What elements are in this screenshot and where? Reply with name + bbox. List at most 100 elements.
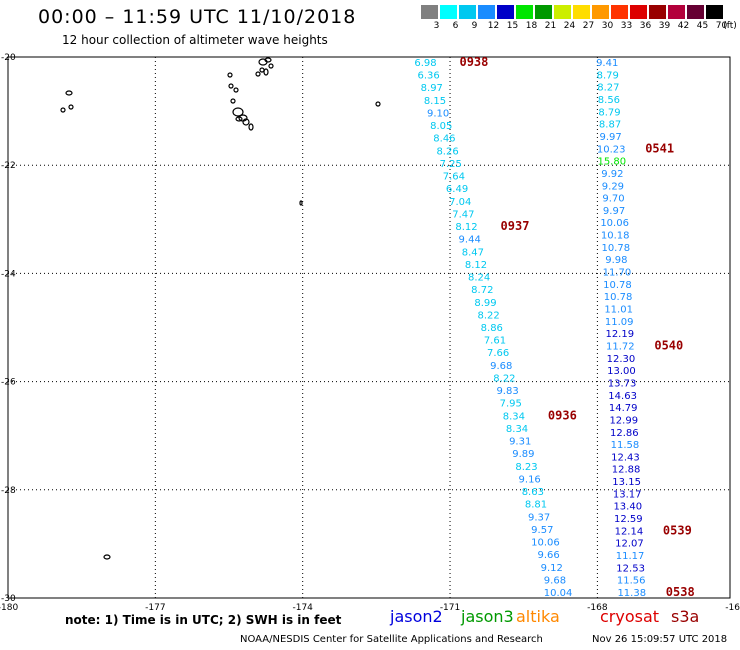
wave-height-value: 9.44 [459,235,481,246]
scale-swatch-18 [516,5,533,19]
scale-label-3: 3 [433,21,440,31]
wave-height-value: 15.80 [597,157,626,168]
scale-swatch-21 [535,5,552,19]
island-outline [65,90,73,96]
island-outline [233,87,239,93]
wave-height-value: 8.47 [462,247,484,258]
wave-height-value: 12.43 [611,452,640,463]
satellite-jason3: jason3 [461,607,514,626]
wave-height-value: 6.98 [414,58,436,69]
lat-label: -22 [1,161,16,171]
wave-height-value: 9.12 [541,563,563,574]
island-outline [268,63,274,69]
island-outline [299,200,303,206]
scale-label-12: 12 [487,21,500,31]
island-outline [230,98,236,104]
wave-height-value: 11.09 [605,317,634,328]
wave-height-value: 11.72 [606,341,635,352]
lon-label: -177 [145,603,165,613]
wave-height-value: 13.73 [608,378,637,389]
wave-height-value: 8.97 [421,83,443,94]
scale-label-30: 30 [601,21,614,31]
wave-height-value: 9.70 [602,194,624,205]
wave-height-value: 9.66 [537,550,559,561]
wave-height-value: 8.56 [598,95,620,106]
wave-height-value: 12.30 [607,354,636,365]
island-outline [255,71,261,77]
lon-label: -180 [0,603,18,613]
wave-height-value: 13.15 [612,477,641,488]
lon-label: -174 [292,603,313,613]
wave-height-value: 9.89 [512,449,534,460]
wave-height-value: 13.00 [607,366,636,377]
wave-height-value: 11.58 [611,440,640,451]
lat-label: -28 [1,486,16,496]
wave-height-value: 12.88 [612,465,641,476]
island-outline [232,107,244,117]
lon-label: -168 [587,603,608,613]
scale-label-27: 27 [582,21,595,31]
wave-height-value: 11.01 [604,305,633,316]
island-outline [60,107,66,113]
scale-label-45: 45 [696,21,709,31]
wave-height-value: 9.97 [603,206,625,217]
wave-height-value: 8.79 [598,107,620,118]
scale-swatch-70 [706,5,723,19]
pass-time-label: 0540 [654,338,683,352]
wave-height-value: 11.70 [603,268,632,279]
wave-height-value: 12.53 [616,563,645,574]
scale-swatch-33 [611,5,628,19]
wave-height-value: 7.64 [443,172,465,183]
wave-height-value: 9.57 [531,525,553,536]
wave-height-value: 8.24 [468,273,490,284]
lon-label: -16 [725,603,740,613]
scale-swatch-39 [649,5,666,19]
pass-time-label: 0538 [666,585,695,599]
wave-height-value: 10.18 [601,231,630,242]
island-outline [68,104,74,110]
island-outline [103,554,111,560]
satellite-cryosat: cryosat [600,607,660,626]
wave-height-value: 13.40 [613,502,642,513]
wave-height-value: 12.86 [610,428,639,439]
wave-height-value: 8.81 [525,500,547,511]
wave-height-value: 10.78 [601,243,630,254]
lon-label: -171 [440,603,460,613]
pass-time-label: 0937 [501,219,530,233]
wave-height-value: 14.63 [608,391,637,402]
wave-height-value: 11.56 [617,576,646,587]
wave-height-value: 8.27 [597,83,619,94]
wave-height-value: 10.06 [600,218,629,229]
wave-height-value: 12.99 [609,415,638,426]
wave-height-value: 8.26 [436,146,458,157]
wave-height-value: 8.15 [424,96,446,107]
island-outline [375,101,381,107]
island-outline [259,67,265,73]
wave-height-value: 9.31 [509,437,531,448]
wave-height-value: 9.92 [601,169,623,180]
scale-swatch-42 [668,5,685,19]
wave-height-value: 8.12 [465,260,487,271]
satellite-jason2: jason2 [390,607,443,626]
scale-label-24: 24 [563,21,576,31]
wave-height-value: 9.10 [427,108,449,119]
map-subtitle: 12 hour collection of altimeter wave hei… [62,33,328,47]
scale-label-42: 42 [677,21,690,31]
island-outline [235,116,243,122]
wave-height-value: 6.36 [418,71,440,82]
scale-swatch-30 [592,5,609,19]
wave-height-value: 8.23 [515,462,537,473]
wave-height-value: 7.04 [449,197,471,208]
wave-height-value: 8.86 [481,323,503,334]
scale-swatch-12 [478,5,495,19]
wave-height-value: 7.47 [452,209,474,220]
lat-label: -30 [1,594,16,604]
pass-time-label: 0938 [459,55,488,69]
wave-height-value: 8.12 [455,222,477,233]
scale-label-36: 36 [639,21,652,31]
scale-swatch-45 [687,5,704,19]
wave-height-value: 7.66 [487,348,509,359]
wave-height-value: 8.22 [477,310,499,321]
wave-height-value: 10.06 [531,538,560,549]
pass-time-label: 0539 [663,523,692,537]
